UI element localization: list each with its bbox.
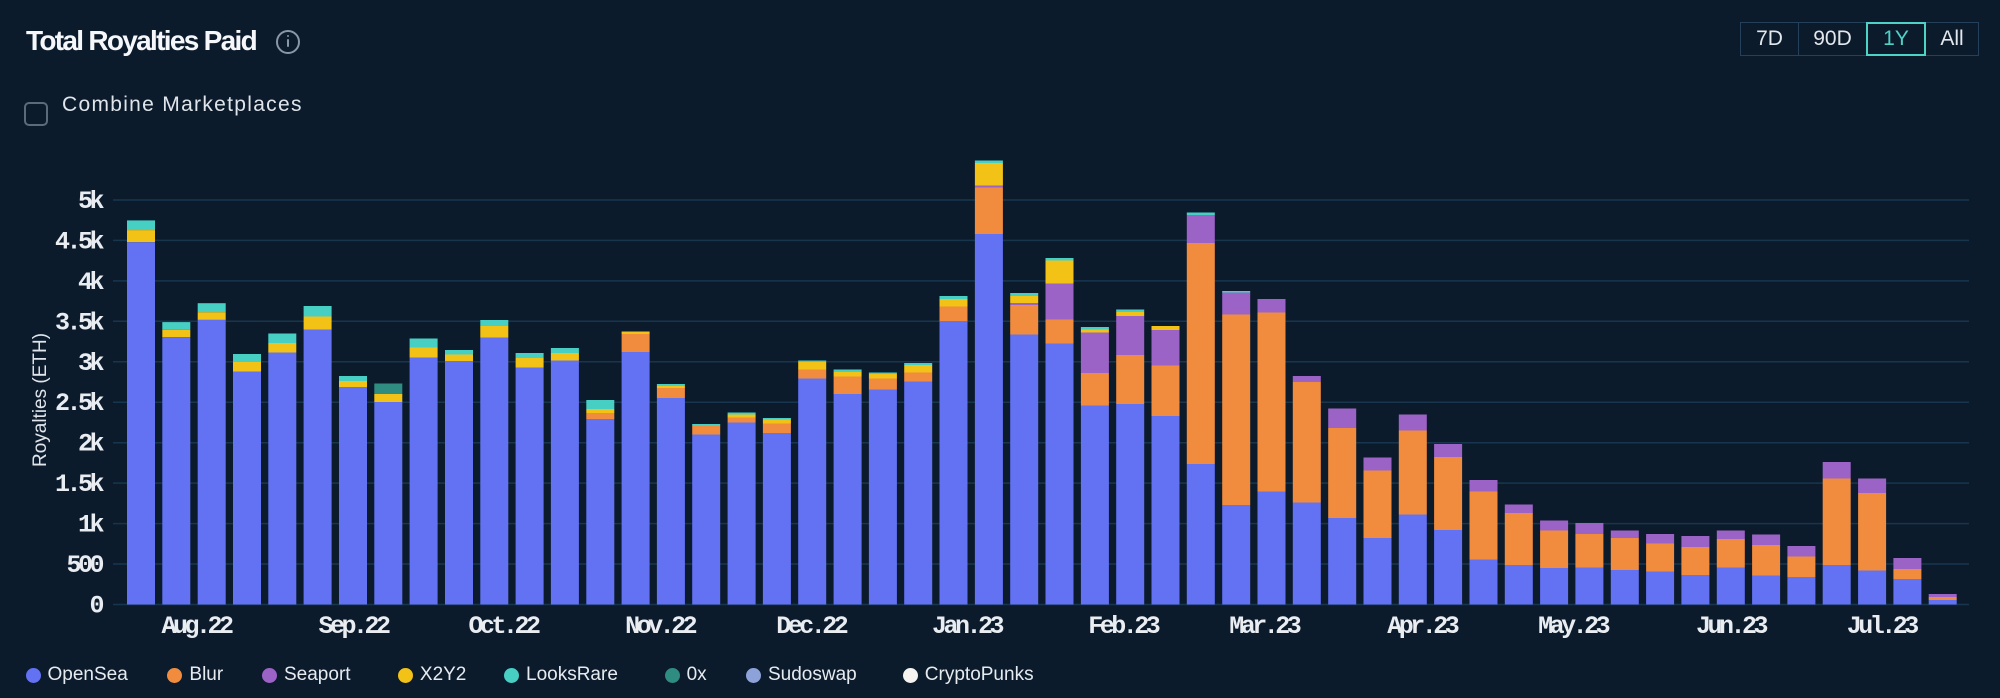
svg-text:0: 0	[89, 592, 103, 621]
svg-text:Jan.23: Jan.23	[932, 612, 1004, 641]
svg-text:4.5k: 4.5k	[55, 227, 105, 256]
svg-text:Jul.23: Jul.23	[1847, 612, 1919, 641]
svg-text:May.23: May.23	[1538, 612, 1610, 641]
svg-text:Jun.23: Jun.23	[1696, 612, 1768, 641]
svg-text:2.5k: 2.5k	[55, 389, 105, 418]
svg-text:Apr.23: Apr.23	[1387, 612, 1459, 641]
svg-text:Sep.22: Sep.22	[318, 612, 390, 641]
svg-text:Royalties (ETH): Royalties (ETH)	[30, 333, 51, 467]
svg-text:Feb.23: Feb.23	[1088, 612, 1160, 641]
svg-text:2k: 2k	[78, 430, 105, 459]
svg-text:5k: 5k	[78, 187, 105, 216]
svg-text:Oct.22: Oct.22	[468, 612, 540, 641]
svg-text:500: 500	[66, 551, 103, 580]
svg-text:1.5k: 1.5k	[55, 470, 105, 499]
svg-text:1k: 1k	[78, 511, 105, 540]
svg-text:4k: 4k	[78, 268, 105, 297]
svg-text:Aug.22: Aug.22	[161, 612, 233, 641]
svg-text:3.5k: 3.5k	[55, 308, 105, 337]
svg-text:3k: 3k	[78, 349, 105, 378]
svg-text:Mar.23: Mar.23	[1229, 612, 1301, 641]
svg-text:Dec.22: Dec.22	[776, 612, 848, 641]
svg-text:Nov.22: Nov.22	[625, 612, 697, 641]
